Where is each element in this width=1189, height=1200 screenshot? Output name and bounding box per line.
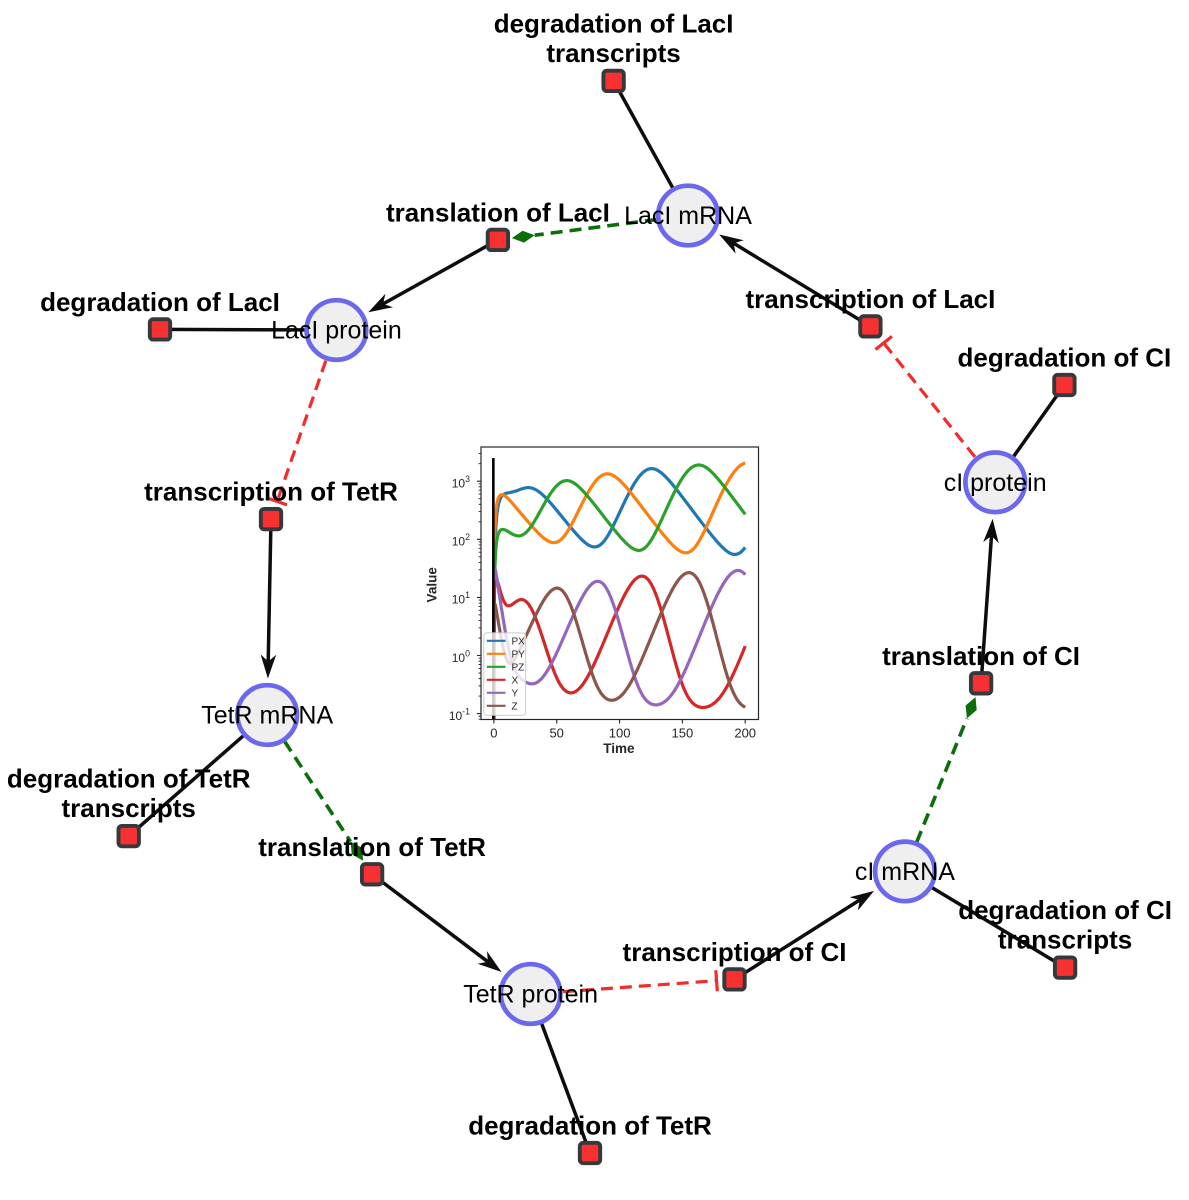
svg-text:transcripts: transcripts (998, 925, 1132, 955)
svg-text:200: 200 (734, 726, 756, 741)
svg-text:TetR mRNA: TetR mRNA (201, 702, 333, 730)
svg-text:degradation of LacI: degradation of LacI (40, 287, 280, 317)
svg-text:100: 100 (609, 726, 631, 741)
svg-text:LacI mRNA: LacI mRNA (624, 202, 752, 230)
svg-text:cI mRNA: cI mRNA (855, 858, 955, 886)
svg-text:degradation of CI: degradation of CI (958, 343, 1172, 373)
svg-text:50: 50 (549, 726, 563, 741)
svg-text:150: 150 (672, 726, 694, 741)
svg-text:LacI protein: LacI protein (271, 317, 402, 345)
svg-text:transcription of LacI: transcription of LacI (745, 284, 995, 314)
svg-text:Value: Value (424, 567, 439, 603)
svg-text:transcription of CI: transcription of CI (623, 937, 847, 967)
svg-text:Z: Z (512, 701, 518, 712)
svg-text:degradation of TetR: degradation of TetR (7, 764, 251, 794)
svg-text:degradation of LacI: degradation of LacI (494, 8, 734, 38)
svg-text:transcription of TetR: transcription of TetR (144, 477, 398, 507)
svg-text:cI protein: cI protein (944, 469, 1047, 497)
svg-text:Y: Y (512, 688, 519, 699)
svg-text:PZ: PZ (512, 662, 525, 673)
svg-text:translation of TetR: translation of TetR (258, 832, 486, 862)
svg-text:X: X (512, 675, 519, 686)
svg-text:degradation of CI: degradation of CI (958, 895, 1172, 925)
svg-text:PY: PY (512, 649, 526, 660)
svg-text:transcripts: transcripts (546, 38, 680, 68)
svg-text:0: 0 (490, 726, 497, 741)
svg-text:TetR protein: TetR protein (463, 981, 598, 1009)
svg-text:degradation of TetR: degradation of TetR (468, 1111, 712, 1141)
svg-text:PX: PX (512, 636, 526, 647)
svg-text:translation of LacI: translation of LacI (386, 197, 610, 227)
svg-text:Time: Time (603, 741, 635, 756)
svg-text:transcripts: transcripts (62, 793, 196, 823)
svg-text:translation of CI: translation of CI (882, 641, 1080, 671)
